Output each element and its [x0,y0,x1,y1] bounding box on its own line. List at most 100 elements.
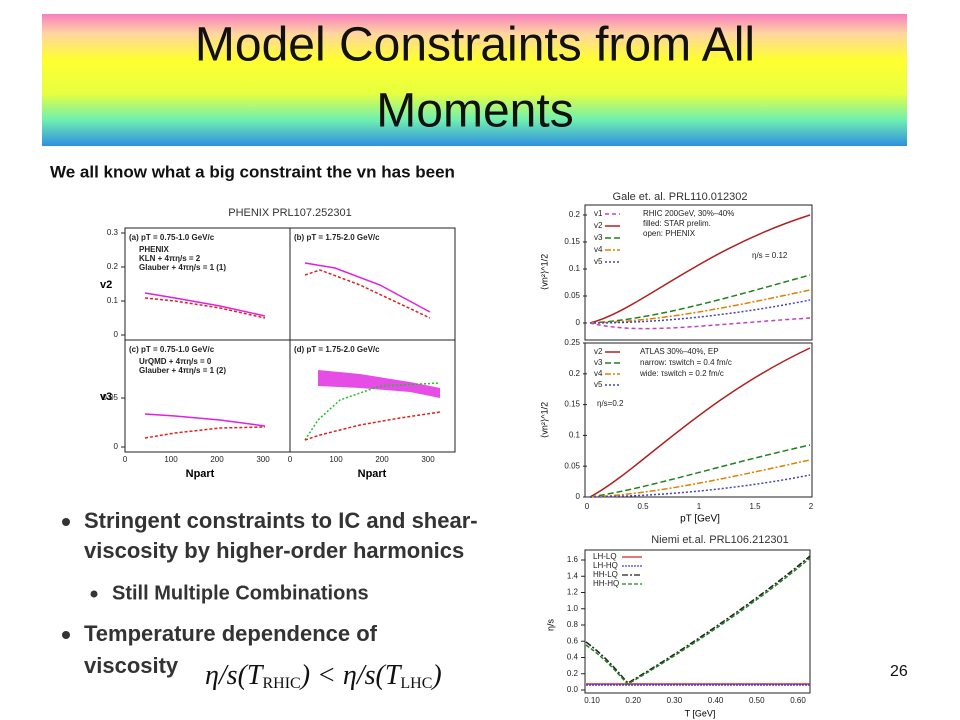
bullet-text: viscosity by higher-order harmonics [84,538,464,563]
y-tick-label: 1.0 [567,604,579,613]
figure-citation: PHENIX PRL107.252301 [228,207,352,219]
y-tick-label: 0.1 [569,431,581,440]
legend-entry: v4 [594,369,603,378]
curve [144,297,266,319]
x-tick-label: 0 [585,502,590,511]
curve [589,289,811,324]
legend-entry: v2 [594,221,603,230]
legend-entry: Glauber + 4πη/s = 1 (2) [139,366,226,375]
figure-note: RHIC 200GeV, 30%–40% [643,209,734,218]
y-tick-label: 0.05 [564,291,580,300]
curve [585,557,811,685]
formula-sub: RHIC [262,675,300,692]
figure-note: wide: τswitch = 0.2 fm/c [639,369,724,378]
panel-label: (b) pT = 1.75-2.0 GeV/c [294,233,380,242]
subtitle: We all know what a big constraint the vn… [50,162,455,181]
x-tick-label: 0.60 [790,696,806,705]
formula-part: η/s(T [205,660,265,691]
formula-sub: LHC [400,675,432,692]
sub-bullet-text: Still Multiple Combinations [112,582,369,604]
y-tick-label: 0.3 [107,228,119,237]
legend-entry: UrQMD + 4πη/s = 0 [139,357,212,366]
panel-label: (c) pT = 0.75-1.0 GeV/c [129,345,215,354]
formula: η/s(TRHIC) < η/s(TLHC) [205,660,442,691]
figure-citation: Gale et. al. PRL110.012302 [613,191,748,203]
bullet-dot [62,518,70,526]
legend-entry: v2 [594,347,603,356]
y-tick-label: 0.25 [564,338,580,347]
axis-label: ⟨vn²⟩^1/2 [539,254,549,290]
curve [304,269,431,319]
x-tick-label: 100 [164,455,178,464]
figure-note: narrow: τswitch = 0.4 fm/c [640,358,732,367]
bullet-text: Temperature dependence of [84,621,378,646]
band [318,370,440,398]
legend-entry: LH-HQ [593,561,618,570]
legend-entry: HH-HQ [593,579,619,588]
y-tick-label: 0 [114,330,119,339]
y-tick-label: 0.4 [567,653,579,662]
x-tick-label: 200 [210,455,224,464]
curve [589,444,811,498]
bullet-text: Stringent constraints to IC and shear- [84,508,478,533]
axis-label: ⟨vn²⟩^1/2 [539,402,549,438]
panel-label: (a) pT = 0.75-1.0 GeV/c [129,233,215,242]
curve [304,382,441,441]
y-tick-label: 0.6 [567,636,579,645]
y-tick-label: 0.0 [567,685,579,694]
x-tick-label: 0 [123,455,128,464]
y-tick-label: 0.2 [569,369,581,378]
formula-part: ) [430,660,441,691]
legend-entry: v1 [594,209,603,218]
y-tick-label: 0.1 [569,264,581,273]
y-tick-label: 0.8 [567,620,579,629]
curve [589,274,811,324]
plot-frame [584,342,813,498]
legend-entry: PHENIX [139,245,169,254]
curve [585,555,811,684]
x-tick-label: 1.5 [749,502,761,511]
y-tick-label: 0 [576,318,581,327]
legend-entry: v3 [594,358,603,367]
curve [304,411,441,441]
y-tick-label: 0.15 [564,237,580,246]
title-banner [42,14,907,146]
y-tick-label: 1.6 [567,555,579,564]
bullet-dot [90,590,98,598]
curve [589,347,811,498]
x-tick-label: 300 [256,455,270,464]
legend-entry: v3 [594,233,603,242]
figure-note: η/s = 0.12 [752,251,788,260]
figure-note: η/s=0.2 [597,399,624,408]
axis-label: η/s [545,619,555,632]
x-tick-label: 100 [329,455,343,464]
curve [589,459,811,498]
axis-label: v2 [100,279,112,291]
figures: PHENIX PRL107.252301 (a) pT = 0.75-1.0 Ge… [100,191,814,718]
bullet-dot [62,631,70,639]
x-tick-label: 300 [421,455,435,464]
y-tick-label: 0.2 [567,669,579,678]
formula-part: ) < η/s(T [299,660,403,691]
legend-entry: v5 [594,257,603,266]
x-tick-label: 0.50 [749,696,765,705]
curve [304,262,431,313]
curve [589,214,811,324]
y-tick-label: 0 [576,492,581,501]
legend-entry: KLN + 4πη/s = 2 [139,254,201,263]
curve [589,474,811,498]
title-line: Model Constraints from All [195,19,755,72]
figure-citation: Niemi et.al. PRL106.212301 [651,534,789,546]
figure-note: open: PHENIX [643,229,696,238]
panel-label: (d) pT = 1.75-2.0 GeV/c [294,345,380,354]
y-tick-label: 1.4 [567,571,579,580]
curve [144,292,266,317]
curve [589,299,811,324]
x-tick-label: 0.5 [637,502,649,511]
x-tick-label: 1 [697,502,702,511]
axis-label: Npart [358,468,387,480]
title-line: Moments [376,85,573,138]
plot-frame [584,549,811,694]
bullet-text: viscosity [84,653,179,678]
